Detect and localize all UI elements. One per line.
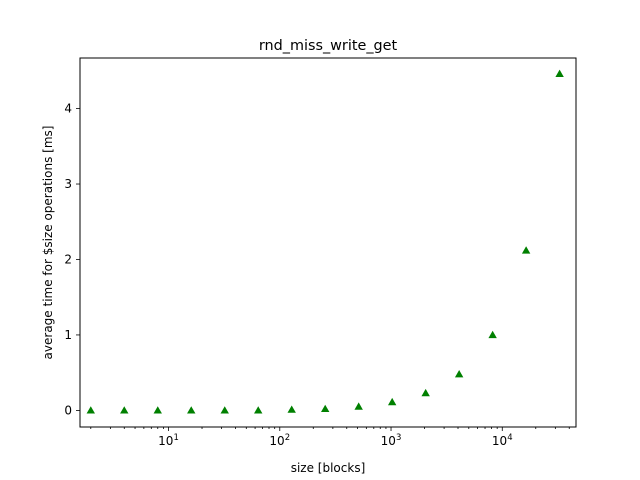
data-point [521, 246, 531, 254]
x-tick-base: 10 [158, 434, 173, 448]
x-tick-exponent: 3 [396, 433, 401, 443]
data-point [287, 405, 296, 413]
data-point [86, 406, 95, 414]
x-axis-label: size [blocks] [291, 461, 366, 475]
x-tick-base: 10 [269, 434, 284, 448]
x-tick-label: 104 [492, 433, 513, 448]
y-tick-label: 2 [64, 252, 72, 266]
data-point [555, 69, 564, 77]
chart-title: rnd_miss_write_get [259, 38, 398, 54]
x-tick-exponent: 2 [285, 433, 290, 443]
data-point [354, 402, 363, 410]
y-tick-label: 3 [64, 177, 72, 191]
data-point [220, 406, 229, 414]
plot-frame [79, 57, 577, 428]
x-tick-base: 10 [492, 434, 507, 448]
data-point [421, 388, 430, 397]
x-tick-label: 102 [269, 433, 290, 448]
data-point [488, 330, 497, 339]
y-tick-label: 4 [64, 102, 72, 116]
points-layer [86, 69, 564, 414]
data-point [454, 369, 464, 378]
data-point [320, 404, 330, 413]
data-point [187, 406, 196, 414]
y-axis-label: average time for $size operations [ms] [41, 126, 55, 360]
x-tick-exponent: 1 [173, 433, 178, 443]
x-tick-label: 103 [381, 433, 402, 448]
y-tick-label: 0 [64, 403, 72, 417]
data-point [387, 397, 397, 406]
x-tick-label: 101 [158, 433, 179, 448]
data-point [153, 406, 162, 414]
data-point [254, 406, 263, 414]
x-tick-base: 10 [381, 434, 396, 448]
x-tick-exponent: 4 [507, 433, 512, 443]
data-point [120, 406, 129, 414]
y-tick-label: 1 [64, 328, 72, 342]
